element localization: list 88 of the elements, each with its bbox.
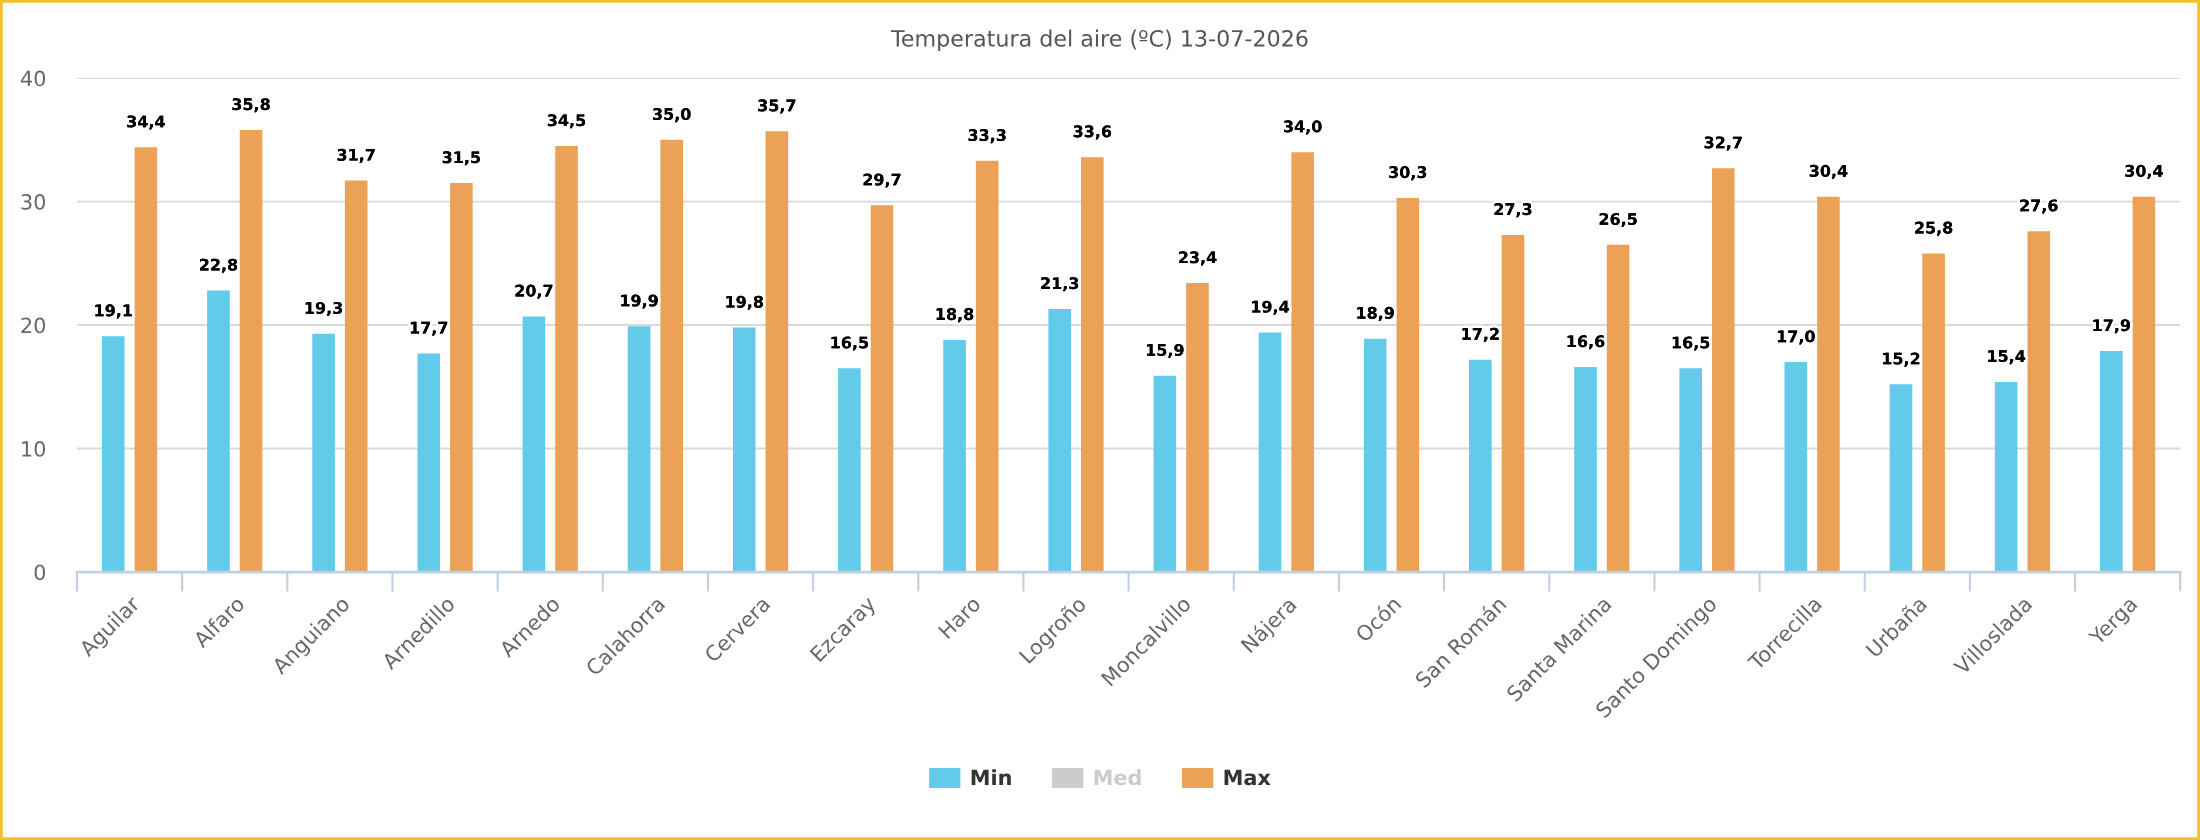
bar [1679, 368, 1702, 573]
data-label: 21,3 [1041, 277, 1079, 292]
bar [1363, 338, 1387, 573]
bar [1784, 362, 1808, 573]
bar [1258, 332, 1282, 573]
data-label: 34,4 [127, 115, 165, 130]
legend-label: Max [1224, 769, 1271, 786]
legend-label: Min [971, 769, 1011, 786]
bar [312, 333, 335, 573]
bar [2132, 196, 2156, 573]
data-label: 33,6 [1073, 125, 1112, 140]
data-label: 22,8 [200, 258, 238, 273]
bar [975, 160, 999, 573]
data-label: 29,7 [863, 173, 901, 188]
data-label: 20,7 [515, 284, 553, 299]
data-label: 17,0 [1777, 330, 1815, 345]
data-label: 34,0 [1284, 120, 1322, 135]
bar [134, 147, 158, 573]
data-label: 16,5 [1672, 336, 1710, 351]
y-tick-label: 10 [22, 441, 46, 457]
bar [1186, 283, 1209, 573]
data-label: 26,5 [1599, 212, 1637, 228]
bar [627, 326, 651, 573]
data-label: 15,9 [1146, 343, 1184, 358]
data-label: 17,7 [410, 321, 448, 336]
bar [1711, 168, 1735, 573]
bar [1081, 157, 1104, 573]
data-label: 19,8 [726, 295, 763, 310]
bar [732, 327, 756, 573]
bar [1817, 196, 1840, 573]
bar [207, 290, 230, 573]
bar [1994, 381, 2018, 573]
data-label: 30,4 [2125, 164, 2163, 179]
data-label: 34,5 [547, 114, 586, 129]
data-label: 19,3 [305, 301, 343, 316]
bar [1469, 359, 1492, 573]
bar [239, 129, 263, 573]
bar [838, 368, 861, 573]
data-label: 35,0 [653, 108, 691, 123]
data-label: 16,6 [1567, 335, 1605, 350]
y-tick-label: 0 [34, 564, 46, 581]
bar [1889, 384, 1913, 573]
data-label: 31,7 [337, 148, 375, 163]
bar [1153, 375, 1177, 573]
data-label: 16,5 [831, 336, 868, 351]
bar [660, 139, 683, 573]
data-label: 19,9 [621, 294, 658, 309]
bar [1291, 152, 1314, 573]
bar [943, 339, 966, 573]
data-label: 15,4 [1988, 350, 2026, 365]
bar [344, 180, 368, 573]
bar [1396, 197, 1420, 573]
data-label: 19,1 [95, 304, 132, 319]
data-label: 23,4 [1179, 251, 1217, 266]
bar [2100, 351, 2123, 573]
data-label: 30,4 [1809, 164, 1848, 179]
data-label: 33,3 [968, 129, 1006, 144]
data-label: 17,9 [2093, 319, 2130, 334]
data-label: 27,3 [1494, 203, 1532, 218]
data-label: 35,7 [758, 99, 796, 114]
bar [101, 336, 125, 573]
data-label: 31,5 [442, 151, 480, 166]
bar [1606, 244, 1630, 573]
bar [765, 131, 789, 573]
data-label: 30,3 [1389, 166, 1427, 181]
bar [870, 205, 894, 573]
bar [1922, 253, 1945, 573]
y-tick-label: 40 [20, 70, 46, 87]
bar [1574, 367, 1597, 573]
y-tick-label: 30 [21, 194, 46, 210]
bar [522, 316, 546, 573]
data-label: 27,6 [2020, 199, 2058, 214]
data-label: 35,8 [232, 98, 270, 113]
bar [1501, 234, 1525, 573]
data-label: 18,8 [936, 308, 974, 323]
data-label: 32,7 [1704, 136, 1742, 151]
bar [450, 183, 473, 573]
bar [1048, 309, 1072, 573]
bar [417, 353, 441, 573]
data-label: 19,4 [1252, 300, 1290, 315]
bar [2027, 231, 2051, 573]
bar [555, 146, 578, 573]
data-label: 15,2 [1883, 352, 1920, 367]
data-label: 18,9 [1357, 306, 1394, 321]
data-label: 17,2 [1462, 327, 1499, 342]
chart-title: Temperatura del aire (ºC) 13-07-2026 [890, 29, 1308, 52]
y-tick-label: 20 [21, 317, 46, 334]
data-label: 25,8 [1915, 221, 1953, 236]
